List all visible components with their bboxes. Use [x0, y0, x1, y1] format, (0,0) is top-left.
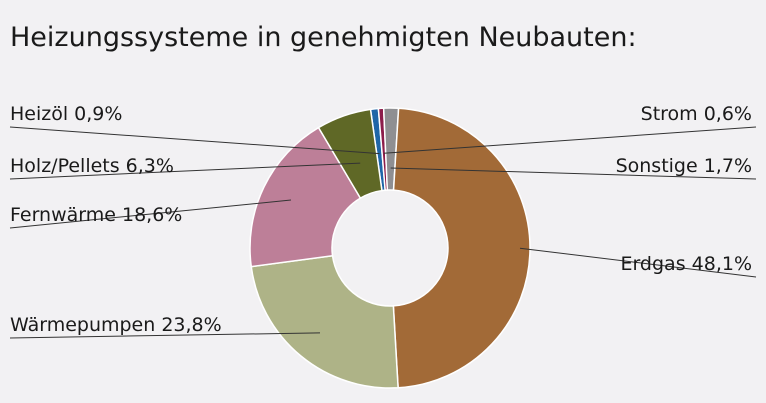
- label-heiz-l-0-9: Heizöl 0,9%: [10, 103, 122, 125]
- leader-line-w-rmepumpen-23-8: [9, 332, 321, 339]
- label-w-rmepumpen-23-8: Wärmepumpen 23,8%: [10, 314, 222, 336]
- slices-group: [249, 107, 531, 389]
- chart-title: Heizungssysteme in genehmigten Neubauten…: [10, 22, 637, 53]
- labels-group: Heizöl 0,9% Strom 0,6% Sonstige 1,7% Erdgas…: [10, 103, 752, 336]
- label-holz-pellets-6-3: Holz/Pellets 6,3%: [10, 155, 174, 177]
- leader-line-fernw-rme-18-6: [9, 199, 292, 229]
- label-strom-0-6: Strom 0,6%: [641, 103, 752, 125]
- slice-fernw-rme-18-6: [249, 126, 362, 268]
- leader-line-heiz-l-0-9: [9, 126, 380, 155]
- leader-line-sonstige-1-7: [390, 167, 757, 180]
- label-sonstige-1-7: Sonstige 1,7%: [616, 155, 752, 177]
- label-fernw-rme-18-6: Fernwärme 18,6%: [10, 204, 182, 226]
- slice-holz-pellets-6-3: [317, 108, 383, 200]
- leader-lines-group: [9, 126, 757, 339]
- leader-line-holz-pellets-6-3: [9, 162, 361, 180]
- slice-erdgas-48-1: [392, 107, 531, 389]
- label-erdgas-48-1: Erdgas 48,1%: [620, 253, 752, 275]
- leader-line-erdgas-48-1: [519, 247, 757, 278]
- leader-line-strom-0-6: [383, 126, 757, 154]
- slice-w-rmepumpen-23-8: [250, 254, 399, 389]
